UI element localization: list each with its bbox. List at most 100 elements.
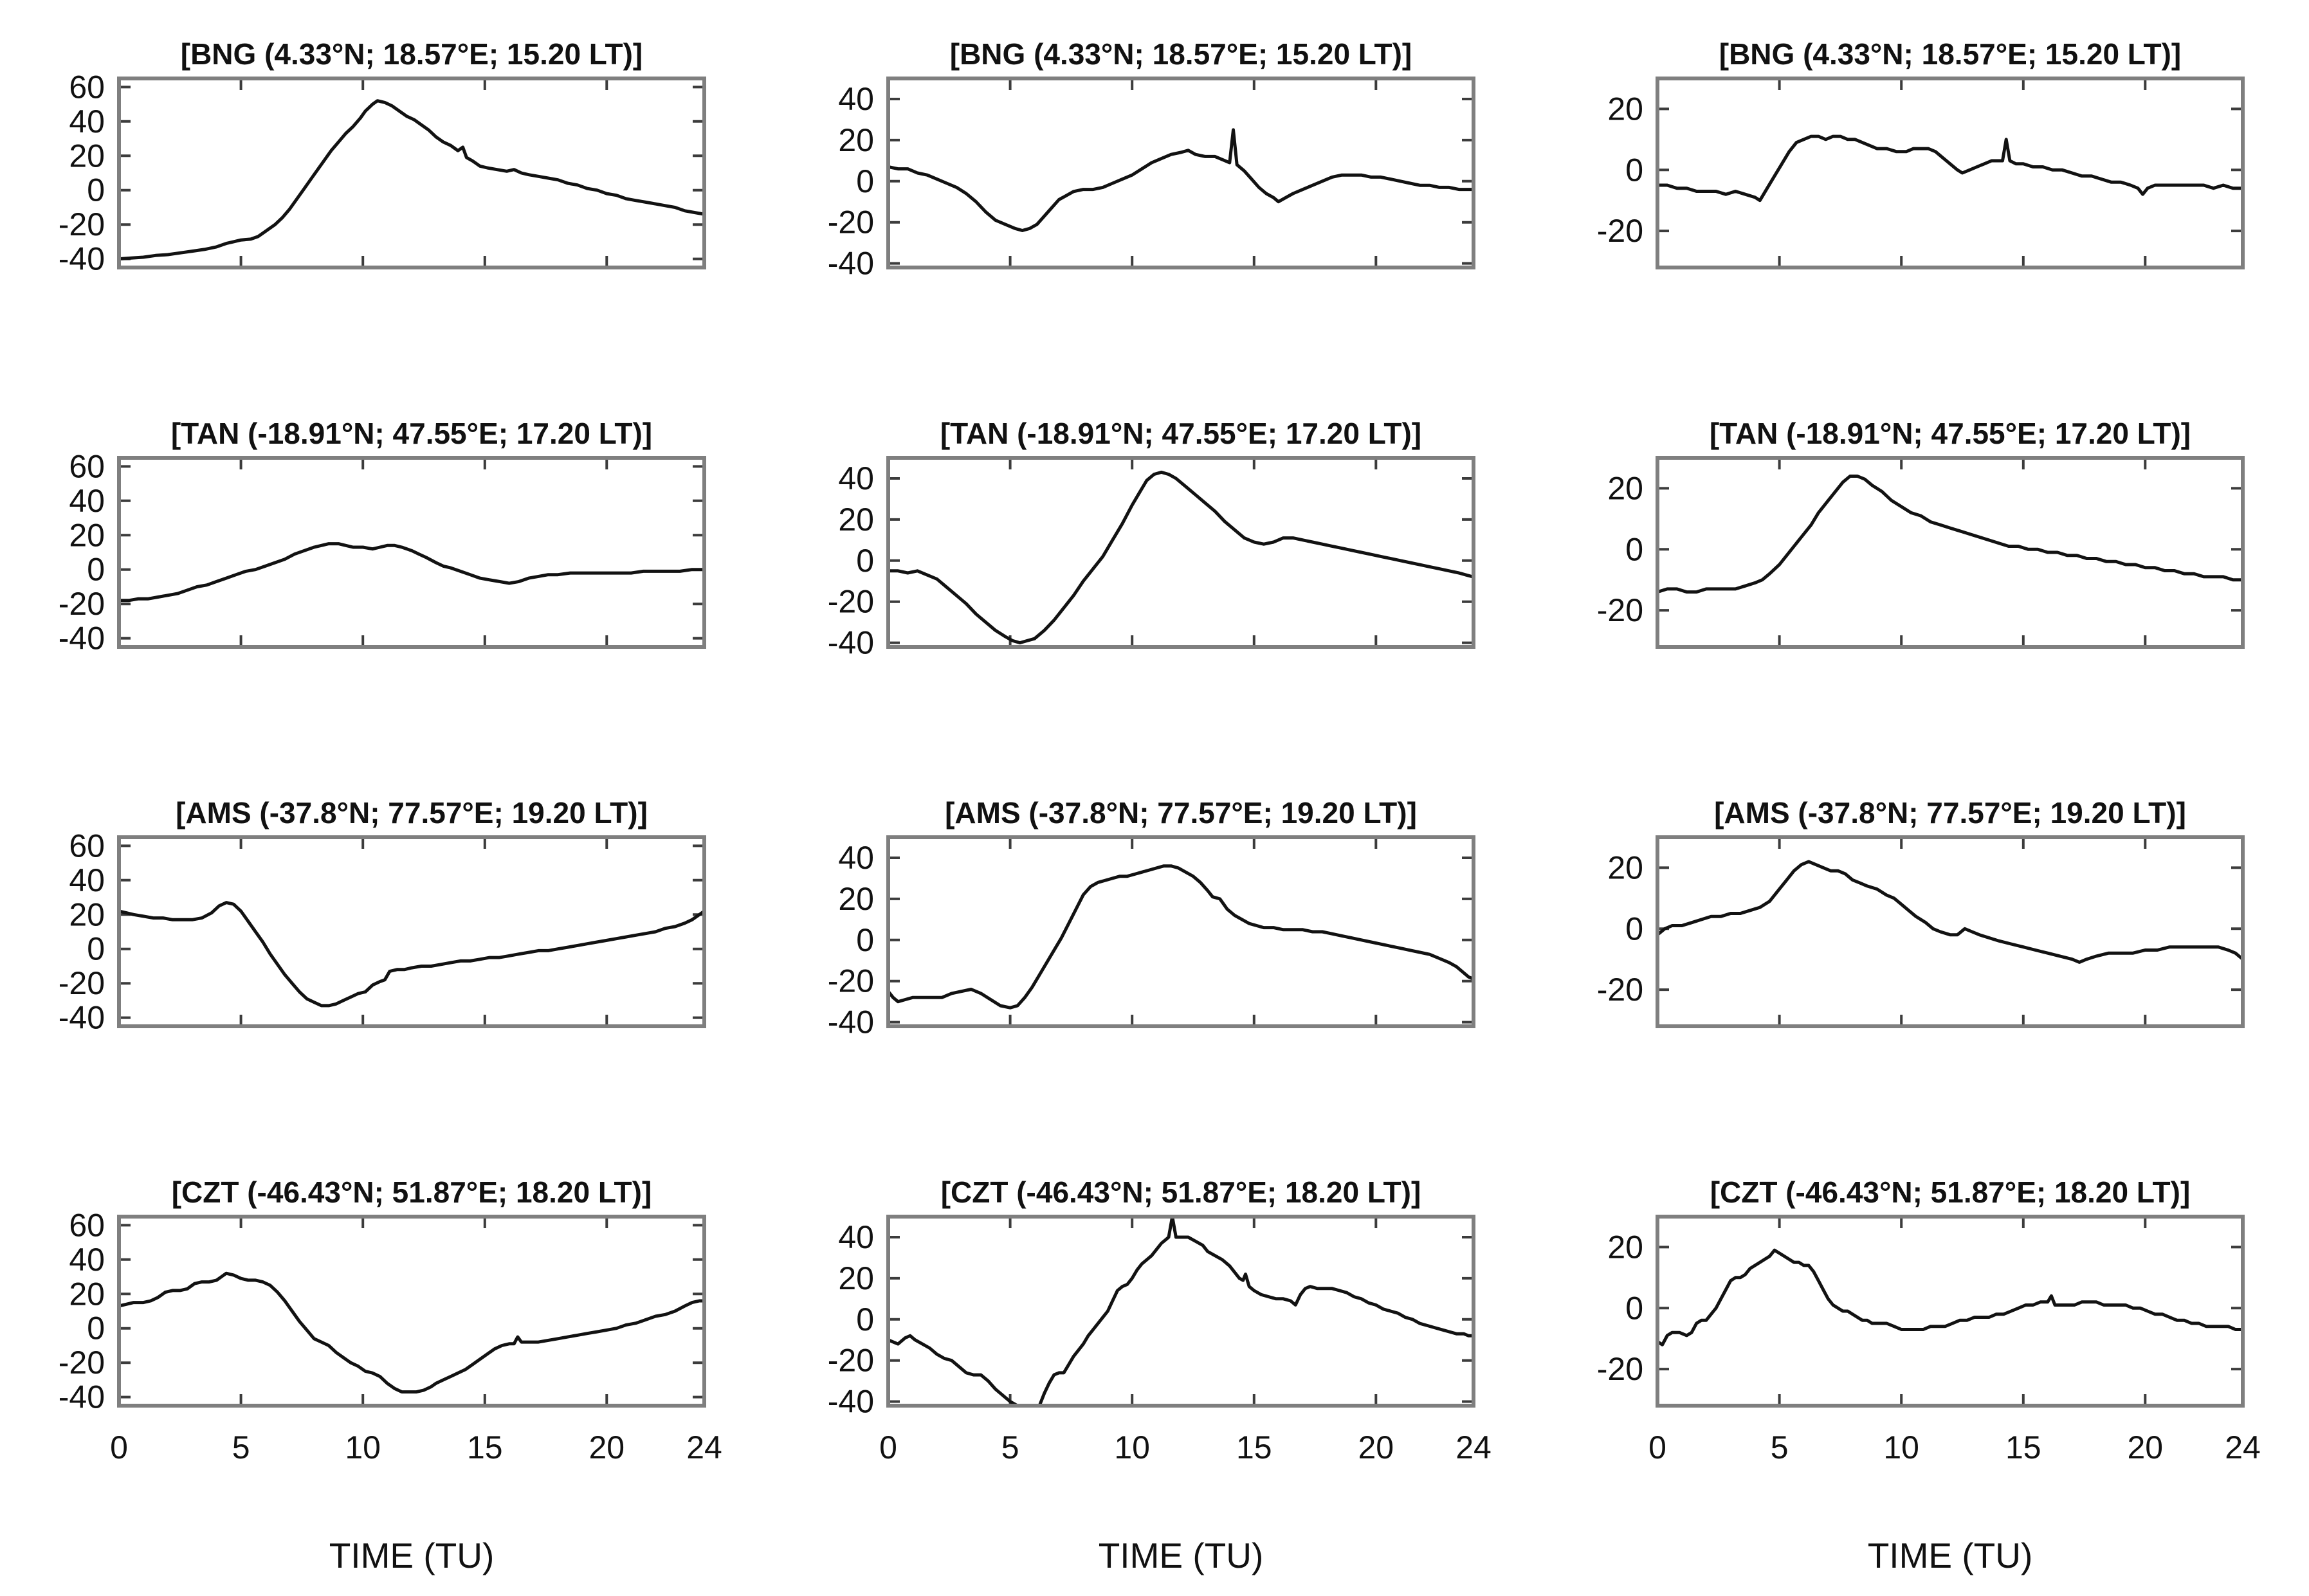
y-tick-label: 40 (69, 862, 105, 898)
plot-frame (1656, 77, 2245, 269)
y-tick-label: 0 (87, 172, 105, 208)
y-tick-label: 40 (69, 483, 105, 519)
y-tick-label: 0 (1625, 911, 1643, 947)
data-series-line (1657, 1248, 2243, 1347)
y-tick-label: -20 (1597, 972, 1643, 1008)
chart-title: [BNG (4.33°N; 18.57°E; 15.20 LT)] (950, 37, 1412, 71)
y-tick-label: -20 (59, 586, 105, 622)
y-tick-label: -20 (1597, 1351, 1643, 1387)
y-tick-label: 0 (87, 1310, 105, 1347)
y-tick-label: 20 (1607, 470, 1643, 506)
chart-title: [BNG (4.33°N; 18.57°E; 15.20 LT)] (181, 37, 643, 71)
x-tick-label: 5 (1001, 1429, 1019, 1465)
plot-area: 20 0 -20 0 5 10 15 20 24 TIME (TU) (1597, 1215, 2261, 1575)
data-series-line (888, 128, 1474, 232)
x-tick-label: 15 (1236, 1429, 1272, 1465)
y-tick-label: 20 (69, 896, 105, 932)
x-tick-label: 24 (686, 1429, 722, 1465)
line-chart-tan-col3: [TAN (-18.91°N; 47.55°E; 17.20 LT)] 20 0 -… (1597, 417, 2245, 649)
x-tick-label: 15 (467, 1429, 503, 1465)
y-tick-label: 40 (838, 81, 874, 117)
chart-title: [TAN (-18.91°N; 47.55°E; 17.20 LT)] (1710, 417, 2191, 450)
data-series-line (888, 1217, 1474, 1406)
y-tick-label: -20 (828, 1343, 874, 1379)
y-tick-label: -40 (828, 1384, 874, 1420)
chart-title: [AMS (-37.8°N; 77.57°E; 19.20 LT)] (1714, 796, 2186, 830)
line-chart-ams-col2: [AMS (-37.8°N; 77.57°E; 19.20 LT)] 40 20 0… (828, 796, 1475, 1040)
y-tick-label: 0 (856, 1301, 874, 1338)
x-tick-label: 24 (2225, 1429, 2261, 1465)
chart-title: [CZT (-46.43°N; 51.87°E; 18.20 LT)] (941, 1175, 1421, 1209)
plot-area: 40 20 0 -20 -40 (828, 456, 1475, 661)
x-tick-label: 0 (110, 1429, 128, 1465)
subplot-r1c3-bng: [BNG (4.33°N; 18.57°E; 15.20 LT)] 20 0 -20 (1538, 0, 2308, 379)
subplot-r2c2-tan: [TAN (-18.91°N; 47.55°E; 17.20 LT)] 40 20… (769, 379, 1538, 759)
y-tick-label: 20 (69, 138, 105, 174)
y-tick-label: 20 (1607, 91, 1643, 127)
line-chart-tan-col2: [TAN (-18.91°N; 47.55°E; 17.20 LT)] 40 20… (828, 417, 1475, 661)
x-tick-label: 5 (1771, 1429, 1789, 1465)
x-axis-label: TIME (TU) (1099, 1536, 1264, 1575)
chart-title: [AMS (-37.8°N; 77.57°E; 19.20 LT)] (945, 796, 1417, 830)
data-series-line (1657, 860, 2243, 964)
data-series-line (888, 864, 1474, 1010)
y-tick-label: 60 (69, 828, 105, 864)
y-tick-label: -20 (59, 206, 105, 242)
y-tick-label: 60 (69, 69, 105, 105)
y-tick-label: 0 (856, 922, 874, 958)
y-tick-label: 20 (1607, 849, 1643, 885)
x-tick-label: 10 (345, 1429, 381, 1465)
plot-area: 20 0 -20 (1597, 77, 2245, 269)
y-tick-label: 0 (856, 163, 874, 199)
subplot-r3c2-ams: [AMS (-37.8°N; 77.57°E; 19.20 LT)] 40 20 0… (769, 759, 1538, 1138)
y-tick-label: 20 (838, 502, 874, 538)
y-tick-label: 20 (69, 1276, 105, 1312)
y-tick-label: 0 (1625, 531, 1643, 567)
x-tick-label: 20 (2127, 1429, 2163, 1465)
y-tick-label: -20 (828, 963, 874, 999)
y-tick-label: 40 (69, 1242, 105, 1278)
y-tick-label: -40 (59, 241, 105, 277)
data-series-line (119, 542, 704, 603)
subplot-r4c3-czt: [CZT (-46.43°N; 51.87°E; 18.20 LT)] 20 0 -… (1538, 1138, 2308, 1596)
plot-frame (1656, 835, 2245, 1028)
data-series-line (119, 1271, 704, 1394)
line-chart-ams-col3: [AMS (-37.8°N; 77.57°E; 19.20 LT)] 20 0 -2… (1597, 796, 2245, 1028)
y-tick-label: 40 (838, 840, 874, 876)
plot-frame (886, 835, 1475, 1028)
y-tick-label: 20 (838, 1260, 874, 1296)
y-tick-label: 0 (87, 552, 105, 588)
y-tick-label: 40 (69, 104, 105, 140)
data-series-line (119, 901, 704, 1008)
y-tick-label: 60 (69, 1207, 105, 1243)
chart-title: [TAN (-18.91°N; 47.55°E; 17.20 LT)] (940, 417, 1421, 450)
x-tick-label: 15 (2005, 1429, 2041, 1465)
y-tick-label: -40 (828, 625, 874, 661)
x-tick-label: 0 (1648, 1429, 1666, 1465)
y-tick-label: -40 (59, 621, 105, 657)
subplot-r1c2-bng: [BNG (4.33°N; 18.57°E; 15.20 LT)] 40 20 0 -… (769, 0, 1538, 379)
data-series-line (1657, 475, 2243, 594)
y-tick-label: 0 (856, 543, 874, 579)
y-tick-label: -40 (59, 1000, 105, 1036)
y-tick-label: 20 (838, 881, 874, 917)
plot-frame (117, 1215, 706, 1408)
y-tick-label: 0 (87, 931, 105, 967)
y-tick-label: -20 (828, 204, 874, 240)
chart-title: [CZT (-46.43°N; 51.87°E; 18.20 LT)] (1710, 1175, 2191, 1209)
chart-title: [CZT (-46.43°N; 51.87°E; 18.20 LT)] (172, 1175, 652, 1209)
subplot-r4c2-czt: [CZT (-46.43°N; 51.87°E; 18.20 LT)] 40 20… (769, 1138, 1538, 1596)
y-tick-label: -20 (1597, 213, 1643, 249)
plot-area: 20 0 -20 (1597, 835, 2245, 1028)
x-axis-label: TIME (TU) (1868, 1536, 2033, 1575)
line-chart-czt-col2: [CZT (-46.43°N; 51.87°E; 18.20 LT)] 40 20… (828, 1175, 1492, 1575)
y-tick-label: -20 (1597, 592, 1643, 628)
x-tick-label: 20 (1358, 1429, 1394, 1465)
plot-area: 40 20 0 -20 -40 (828, 77, 1475, 282)
subplot-r4c1-czt: [CZT (-46.43°N; 51.87°E; 18.20 LT)] 60 40… (0, 1138, 769, 1596)
